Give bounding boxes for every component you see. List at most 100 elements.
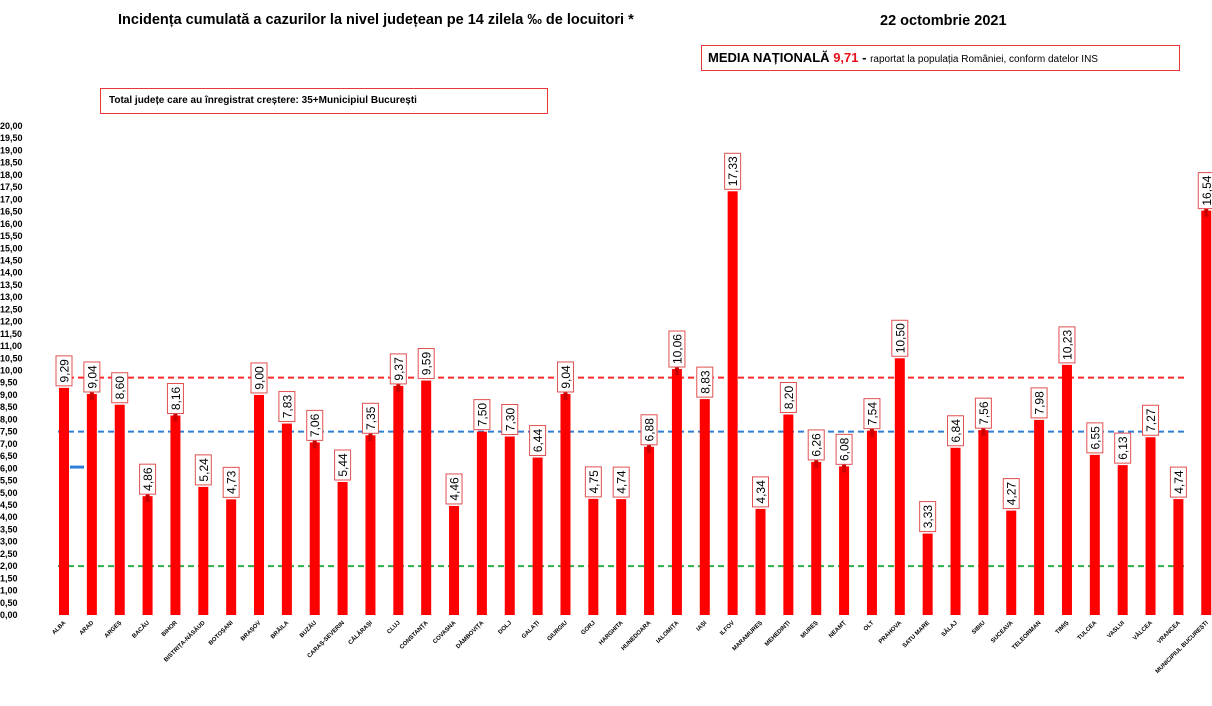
data-label: 4,74 — [612, 466, 630, 498]
data-label-text: 7,54 — [865, 402, 879, 426]
y-tick-label: 7,50 — [0, 427, 18, 437]
data-label: 6,08 — [835, 433, 853, 465]
y-tick-label: 13,00 — [0, 292, 23, 302]
bar — [170, 415, 181, 615]
bar — [476, 431, 487, 615]
x-tick-label: ALBA — [51, 620, 67, 636]
data-label: 4,34 — [752, 476, 769, 508]
y-tick-label: 5,50 — [0, 476, 18, 486]
data-label: 6,44 — [529, 425, 547, 457]
data-label: 4,27 — [1002, 478, 1020, 510]
data-label-text: 4,34 — [754, 480, 768, 504]
x-tick-label: GALAȚI — [521, 620, 541, 640]
data-label-text: 9,59 — [420, 352, 434, 376]
data-label: 6,26 — [807, 429, 825, 461]
bar — [1061, 364, 1072, 615]
bar — [198, 486, 209, 615]
x-tick-label: MARAMUREȘ — [732, 620, 764, 652]
y-tick-label: 14,50 — [0, 255, 23, 265]
data-label-box — [779, 382, 797, 414]
bar — [254, 394, 265, 615]
bar — [616, 499, 627, 615]
x-tick-label: SUCEAVA — [990, 620, 1015, 645]
bar — [281, 423, 292, 615]
data-label-text: 7,50 — [475, 403, 489, 427]
data-label-text: 7,06 — [308, 413, 322, 437]
data-label-box — [1058, 326, 1076, 364]
bar — [699, 399, 710, 615]
data-label: 6,88 — [640, 414, 658, 446]
data-label: 9,59 — [417, 348, 435, 380]
data-label-text: 9,00 — [253, 366, 267, 390]
data-label-text: 8,60 — [113, 376, 127, 400]
y-tick-label: 9,50 — [0, 378, 18, 388]
data-label: 8,16 — [166, 382, 184, 414]
data-label: 8,20 — [779, 382, 797, 414]
y-tick-label: 20,00 — [0, 121, 23, 131]
x-tick-label: ARAD — [79, 620, 96, 637]
bar — [755, 508, 766, 615]
y-tick-label: 14,00 — [0, 268, 23, 278]
data-label-box — [556, 361, 574, 393]
data-label-text: 4,75 — [587, 470, 601, 494]
x-tick-label: IAȘI — [696, 620, 709, 633]
data-label-box — [389, 353, 407, 385]
data-label-box — [445, 473, 463, 505]
data-label: 9,29 — [55, 355, 73, 387]
data-label-box — [334, 449, 352, 481]
y-tick-label: 17,00 — [0, 194, 23, 204]
data-label: 9,00 — [250, 362, 268, 394]
data-label-text: 9,04 — [559, 365, 573, 389]
data-label-text: 9,29 — [58, 359, 72, 383]
data-label: 4,86 — [139, 463, 157, 495]
y-tick-label: 6,00 — [0, 463, 18, 473]
data-label-text: 4,46 — [448, 477, 462, 501]
data-label-box — [640, 414, 658, 446]
data-label-text: 7,30 — [503, 408, 517, 432]
x-tick-label: BIHOR — [161, 620, 179, 638]
bar — [811, 461, 822, 615]
data-label-text: 5,24 — [197, 458, 211, 482]
data-label: 6,55 — [1086, 422, 1104, 454]
bar — [1089, 454, 1100, 615]
x-tick-label: SATU MARE — [902, 620, 931, 649]
y-tick-label: 19,50 — [0, 133, 23, 143]
total-increase-box: Total județe care au înregistrat creșter… — [100, 88, 548, 114]
x-tick-label: ARGEȘ — [104, 620, 123, 639]
y-tick-label: 11,00 — [0, 341, 22, 351]
data-label-box — [139, 463, 157, 495]
y-tick-label: 0,50 — [0, 598, 18, 608]
y-tick-label: 1,00 — [0, 586, 18, 596]
bar — [950, 447, 961, 615]
data-label-text: 4,86 — [141, 467, 155, 491]
x-tick-label: DÂMBOVIȚA — [455, 619, 486, 650]
x-tick-label: OLT — [863, 620, 876, 633]
data-label: 7,54 — [863, 398, 881, 430]
data-label-box — [111, 372, 129, 404]
data-label-box — [752, 476, 769, 508]
data-label-box — [724, 152, 742, 190]
x-tick-label: ILFOV — [719, 620, 736, 637]
data-label-box — [974, 397, 992, 429]
y-tick-label: 6,50 — [0, 451, 18, 461]
y-tick-label: 13,50 — [0, 280, 23, 290]
bar — [393, 385, 404, 615]
data-label-box — [1197, 172, 1212, 210]
y-tick-label: 12,00 — [0, 317, 23, 327]
x-tick-label: BACĂU — [131, 619, 151, 639]
bar — [1006, 510, 1017, 615]
y-tick-label: 3,50 — [0, 524, 18, 534]
x-tick-label: GIURGIU — [546, 620, 568, 642]
y-tick-label: 16,00 — [0, 219, 23, 229]
bar — [1034, 419, 1045, 615]
data-label-box — [222, 466, 240, 498]
data-label-box — [417, 348, 435, 380]
bar — [866, 430, 877, 615]
data-label-box — [83, 361, 101, 393]
data-label-text: 4,27 — [1005, 482, 1019, 506]
bar — [644, 446, 655, 615]
data-label-text: 6,13 — [1116, 436, 1130, 460]
bar — [783, 414, 794, 615]
data-label-box — [1086, 422, 1104, 454]
bar — [532, 457, 543, 615]
